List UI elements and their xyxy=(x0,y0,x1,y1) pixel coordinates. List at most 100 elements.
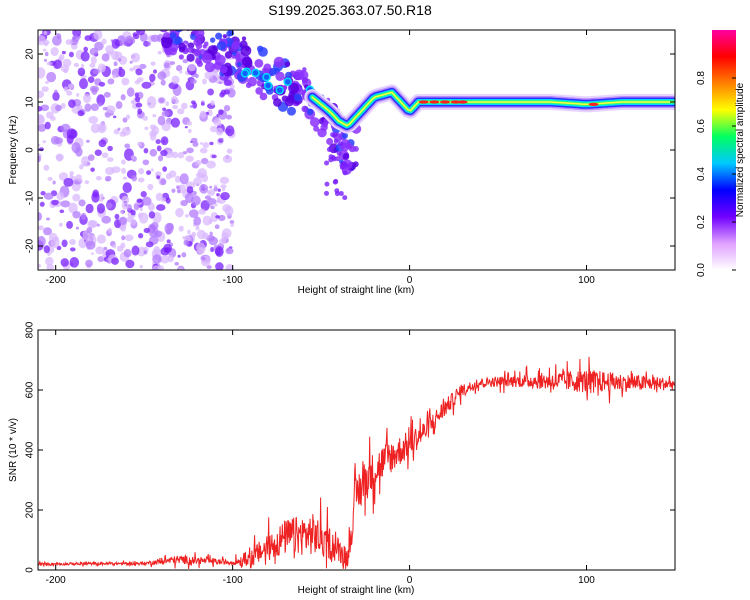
noise-blob xyxy=(142,159,150,166)
band-blob xyxy=(284,61,291,68)
noise-blob xyxy=(142,115,148,121)
noise-blob xyxy=(229,220,235,225)
noise-blob xyxy=(71,35,80,43)
tail-blob xyxy=(342,170,348,176)
noise-blob xyxy=(44,121,51,130)
noise-blob xyxy=(125,114,131,120)
band-blob xyxy=(178,46,185,53)
tail-blob xyxy=(324,160,330,166)
noise-blob xyxy=(84,180,90,185)
x-tick-label: 0 xyxy=(407,275,413,286)
noise-blob xyxy=(211,154,217,159)
noise-blob xyxy=(139,264,143,269)
noise-blob xyxy=(202,78,207,85)
noise-blob xyxy=(219,176,230,185)
band-blob xyxy=(313,125,320,132)
noise-blob xyxy=(158,97,165,104)
noise-blob xyxy=(140,191,147,198)
x-tick-label: 100 xyxy=(578,575,595,586)
band-blob xyxy=(232,51,237,56)
noise-blob xyxy=(85,139,90,143)
tail-blob xyxy=(326,147,332,153)
noise-blob xyxy=(221,228,232,239)
noise-blob xyxy=(213,186,219,192)
noise-blob xyxy=(218,81,222,85)
noise-blob xyxy=(223,104,231,112)
noise-blob xyxy=(224,89,230,95)
noise-blob xyxy=(77,67,86,77)
band-blob xyxy=(285,71,292,79)
noise-blob xyxy=(95,246,105,255)
noise-blob xyxy=(69,171,74,176)
tail-blob xyxy=(328,157,334,163)
noise-blob xyxy=(83,46,88,53)
noise-blob xyxy=(222,155,233,163)
y-tick-label: 0 xyxy=(25,147,36,153)
noise-blob xyxy=(60,123,71,133)
noise-blob xyxy=(43,30,48,36)
band-blob xyxy=(298,70,309,81)
noise-blob xyxy=(121,195,130,205)
noise-blob xyxy=(102,106,108,111)
noise-blob xyxy=(210,100,215,106)
noise-blob xyxy=(165,173,172,180)
noise-blob xyxy=(218,109,224,115)
noise-blob xyxy=(201,232,209,240)
noise-blob xyxy=(38,236,46,247)
x-tick-label: -100 xyxy=(223,575,243,586)
noise-blob xyxy=(38,212,43,221)
noise-blob xyxy=(120,210,124,214)
snr-y-label: SNR (10 * v/v) xyxy=(8,418,19,482)
band-blob xyxy=(197,22,204,29)
noise-blob xyxy=(95,175,102,181)
noise-blob xyxy=(129,67,134,72)
band-blob xyxy=(342,153,350,160)
noise-blob xyxy=(40,104,50,112)
noise-blob xyxy=(146,96,157,109)
band-blob xyxy=(194,30,205,39)
band-blob xyxy=(256,45,264,53)
noise-blob xyxy=(38,105,43,112)
noise-blob xyxy=(136,198,143,203)
noise-blob xyxy=(210,205,215,210)
noise-blob xyxy=(215,246,224,258)
noise-blob xyxy=(176,64,183,72)
band-knot xyxy=(251,68,260,78)
noise-blob xyxy=(121,167,126,175)
band-blob xyxy=(187,42,195,49)
noise-blob xyxy=(43,164,50,171)
noise-blob xyxy=(153,69,157,74)
noise-blob xyxy=(72,193,81,202)
noise-blob xyxy=(138,233,144,239)
noise-blob xyxy=(143,40,150,47)
noise-blob xyxy=(44,51,49,57)
noise-blob xyxy=(38,225,44,231)
tail-blob xyxy=(330,132,336,138)
noise-blob xyxy=(69,247,76,252)
noise-blob xyxy=(225,263,234,270)
noise-blob xyxy=(51,199,59,206)
noise-blob xyxy=(157,115,166,126)
noise-blob xyxy=(85,240,96,250)
noise-blob xyxy=(135,68,143,76)
noise-blob xyxy=(96,94,106,106)
noise-blob xyxy=(219,238,226,245)
noise-blob xyxy=(208,236,219,246)
noise-blob xyxy=(161,110,170,117)
noise-blob xyxy=(83,93,92,104)
noise-blob xyxy=(182,58,189,64)
colorbar-tick-label: 0.6 xyxy=(696,119,707,133)
noise-blob xyxy=(209,185,213,189)
noise-blob xyxy=(217,188,221,193)
noise-blob xyxy=(78,178,83,182)
band-blob xyxy=(345,142,352,149)
band-blob xyxy=(239,40,248,49)
y-tick-label: 0 xyxy=(25,567,36,573)
noise-blob xyxy=(202,142,210,149)
band-blob xyxy=(186,30,190,32)
noise-blob xyxy=(146,170,152,175)
noise-blob xyxy=(191,195,201,206)
noise-blob xyxy=(193,216,202,226)
noise-blob xyxy=(171,151,179,159)
